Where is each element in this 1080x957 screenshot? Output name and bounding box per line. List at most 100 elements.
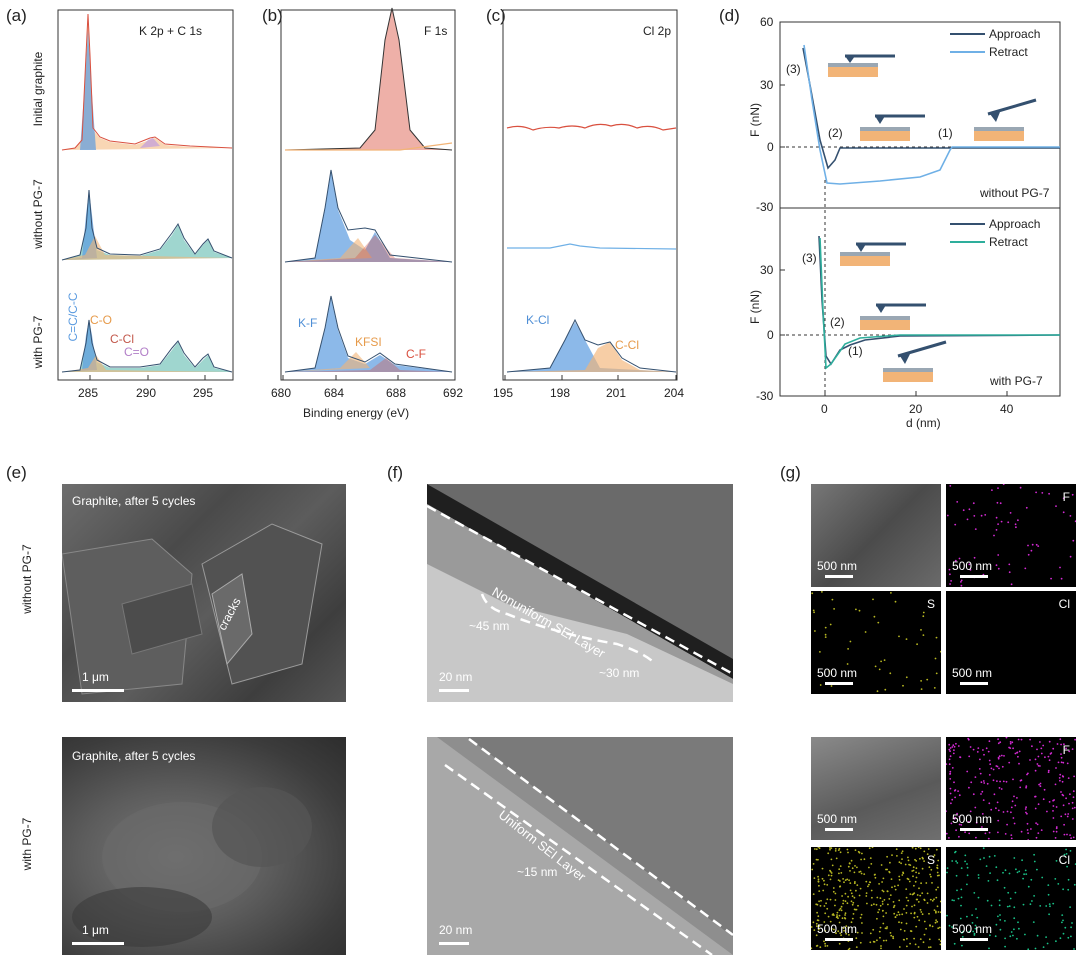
eds-dot <box>997 554 1000 556</box>
eds-dot <box>1060 791 1062 793</box>
eds-dot <box>915 925 918 928</box>
eds-dot <box>812 863 815 865</box>
eds-dot <box>897 884 899 887</box>
eds-scale-label: 500 nm <box>817 922 858 936</box>
eds-dot <box>838 921 841 924</box>
eds-dot <box>896 914 898 916</box>
eds-dot <box>998 787 1001 789</box>
eds-dot <box>996 780 998 782</box>
eds-dot <box>838 914 841 917</box>
panel-b-peak-kf: K-F <box>298 316 318 330</box>
eds-dot <box>890 592 892 594</box>
eds-dot <box>847 851 849 854</box>
eds-dot <box>1036 868 1038 871</box>
eds-dot <box>838 942 841 945</box>
eds-dot <box>819 905 822 907</box>
panel-d-top-ytick-3: 0 <box>767 140 774 154</box>
eds-dot <box>1055 826 1058 828</box>
eds-dot <box>1055 767 1057 769</box>
eds-dot <box>958 794 961 797</box>
eds-dot <box>911 905 913 908</box>
eds-dot <box>917 847 920 848</box>
eds-dot <box>1038 783 1040 786</box>
sem-caption-with: Graphite, after 5 cycles <box>72 749 196 763</box>
eds-dot <box>1073 948 1075 950</box>
eds-dot <box>879 926 882 929</box>
eds-dot <box>907 856 909 859</box>
eds-dot <box>913 884 915 887</box>
eds-dot <box>1067 878 1070 881</box>
eds-dot <box>829 878 832 881</box>
eds-dot <box>1065 848 1067 851</box>
eds-dot <box>873 903 875 906</box>
eds-dot <box>818 900 820 903</box>
eds-dot <box>905 676 908 679</box>
eds-dot <box>1047 893 1050 896</box>
eds-dot <box>906 937 908 940</box>
eds-dot <box>992 768 995 771</box>
panel-d-bottom-marker-1: (1) <box>848 344 863 358</box>
panel-d-top-retract <box>803 44 1060 185</box>
eds-dot <box>1009 935 1012 938</box>
eds-dot <box>931 925 934 928</box>
eds-dot <box>1037 832 1040 834</box>
eds-dot <box>997 738 999 740</box>
eds-dot <box>964 831 966 834</box>
eds-dot <box>1010 834 1013 836</box>
eds-dot <box>1035 543 1038 546</box>
eds-dot <box>995 516 998 519</box>
eds-dot <box>1006 823 1008 826</box>
eds-dot <box>882 877 885 880</box>
eds-dot <box>824 945 827 947</box>
eds-dot <box>901 913 904 916</box>
eds-dot <box>986 782 989 785</box>
eds-dot <box>972 793 975 796</box>
eds-dot <box>950 822 953 825</box>
eds-dot <box>830 874 833 877</box>
panel-d-bottom-legend-approach: Approach <box>989 217 1041 231</box>
cantilever-icon-top-1 <box>974 98 1037 141</box>
eds-dot <box>948 743 951 746</box>
eds-dot <box>975 908 977 910</box>
eds-dot <box>1063 853 1066 856</box>
eds-dot <box>974 528 977 530</box>
eds-dot <box>815 922 818 925</box>
eds-dot <box>813 611 815 614</box>
eds-dot <box>880 947 882 950</box>
eds-dot <box>1025 806 1027 809</box>
eds-dot <box>950 580 952 582</box>
eds-dot <box>1060 756 1063 759</box>
eds-dot <box>1004 833 1007 835</box>
eds-dot <box>918 872 920 875</box>
eds-dot <box>869 857 872 859</box>
eds-dot <box>843 881 845 884</box>
eds-dot <box>838 909 841 911</box>
eds-dot <box>997 742 1000 745</box>
eds-dot <box>876 896 879 899</box>
eds-dot <box>961 932 963 934</box>
eds-dot <box>954 559 957 562</box>
panel-d-bottom-legend-retract: Retract <box>989 235 1028 249</box>
eds-dot <box>938 938 941 941</box>
eds-dot <box>1069 906 1071 908</box>
eds-dot <box>848 862 851 865</box>
sem-caption-without: Graphite, after 5 cycles <box>72 494 196 508</box>
eds-dot <box>957 897 960 900</box>
eds-dot <box>1012 778 1014 781</box>
eds-dot <box>998 904 1001 907</box>
eds-dot <box>1013 928 1015 931</box>
eds-dot <box>1034 758 1037 761</box>
panel-d-top-note: without PG-7 <box>980 186 1050 200</box>
panel-a-xtick-2: 290 <box>136 386 157 400</box>
eds-dot <box>879 904 882 907</box>
eds-dot <box>951 860 954 862</box>
eds-dot <box>915 860 918 862</box>
eds-dot <box>1046 810 1048 813</box>
eds-dot <box>838 872 840 875</box>
eds-dot <box>930 875 932 878</box>
eds-dot <box>932 856 935 858</box>
eds-dot <box>1048 913 1050 916</box>
eds-dot <box>982 847 985 850</box>
eds-dot <box>836 911 839 914</box>
eds-dot <box>990 808 993 811</box>
